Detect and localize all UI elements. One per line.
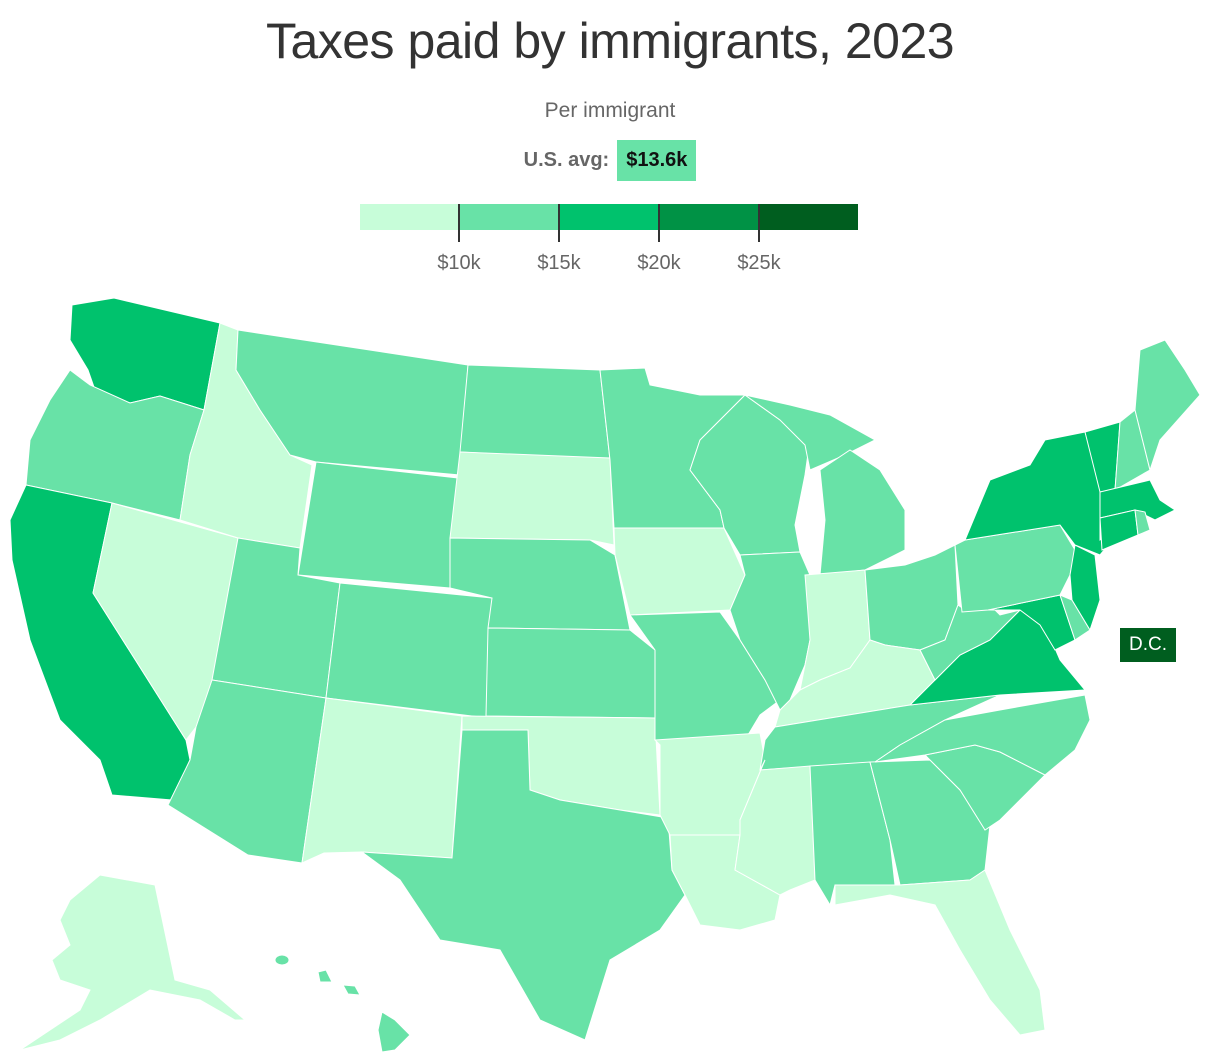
us-average-value: $13.6k [617, 140, 697, 181]
state-ME[interactable] [1134, 339, 1201, 472]
state-FL[interactable] [834, 869, 1046, 1036]
state-ND[interactable] [459, 364, 611, 461]
state-NJ[interactable] [1069, 544, 1101, 632]
state-IA[interactable] [613, 527, 746, 616]
state-HI-kauai[interactable] [274, 954, 290, 966]
legend-tick-label: $15k [537, 252, 581, 274]
dc-label[interactable]: D.C. [1120, 628, 1176, 662]
legend-swatch-3 [559, 204, 659, 230]
state-NC[interactable] [874, 694, 1091, 776]
us-average-label: U.S. avg: [523, 149, 610, 171]
state-WY[interactable] [297, 461, 459, 589]
legend-swatch-1 [360, 204, 460, 230]
legend-swatch-5 [758, 204, 858, 230]
legend-tick-label: $25k [737, 252, 781, 274]
legend-tick-label: $20k [637, 252, 681, 274]
color-legend [360, 204, 858, 230]
state-HI-oahu[interactable] [317, 969, 333, 983]
state-HI-maui[interactable] [342, 984, 361, 996]
state-RI[interactable] [1134, 509, 1151, 536]
legend-tick [658, 204, 660, 242]
state-AK[interactable] [19, 874, 247, 1051]
legend-swatch-2 [459, 204, 560, 230]
state-MI[interactable] [819, 449, 906, 576]
legend-tick [458, 204, 460, 242]
legend-tick-label: $10k [437, 252, 481, 274]
legend-swatch-4 [658, 204, 759, 230]
legend-tick [558, 204, 560, 242]
state-WV[interactable] [919, 604, 1022, 681]
chart-title: Taxes paid by immigrants, 2023 [265, 13, 955, 69]
state-NM[interactable] [301, 697, 463, 864]
chart-subtitle: Per immigrant [544, 99, 676, 122]
state-CO[interactable] [325, 582, 493, 719]
state-HI-big-island[interactable] [377, 1011, 411, 1053]
us-average: U.S. avg: $13.6k [0, 140, 1220, 181]
legend-tick [758, 204, 760, 242]
state-KS[interactable] [485, 627, 656, 719]
state-TX[interactable] [360, 729, 686, 1041]
state-SD[interactable] [449, 451, 615, 546]
